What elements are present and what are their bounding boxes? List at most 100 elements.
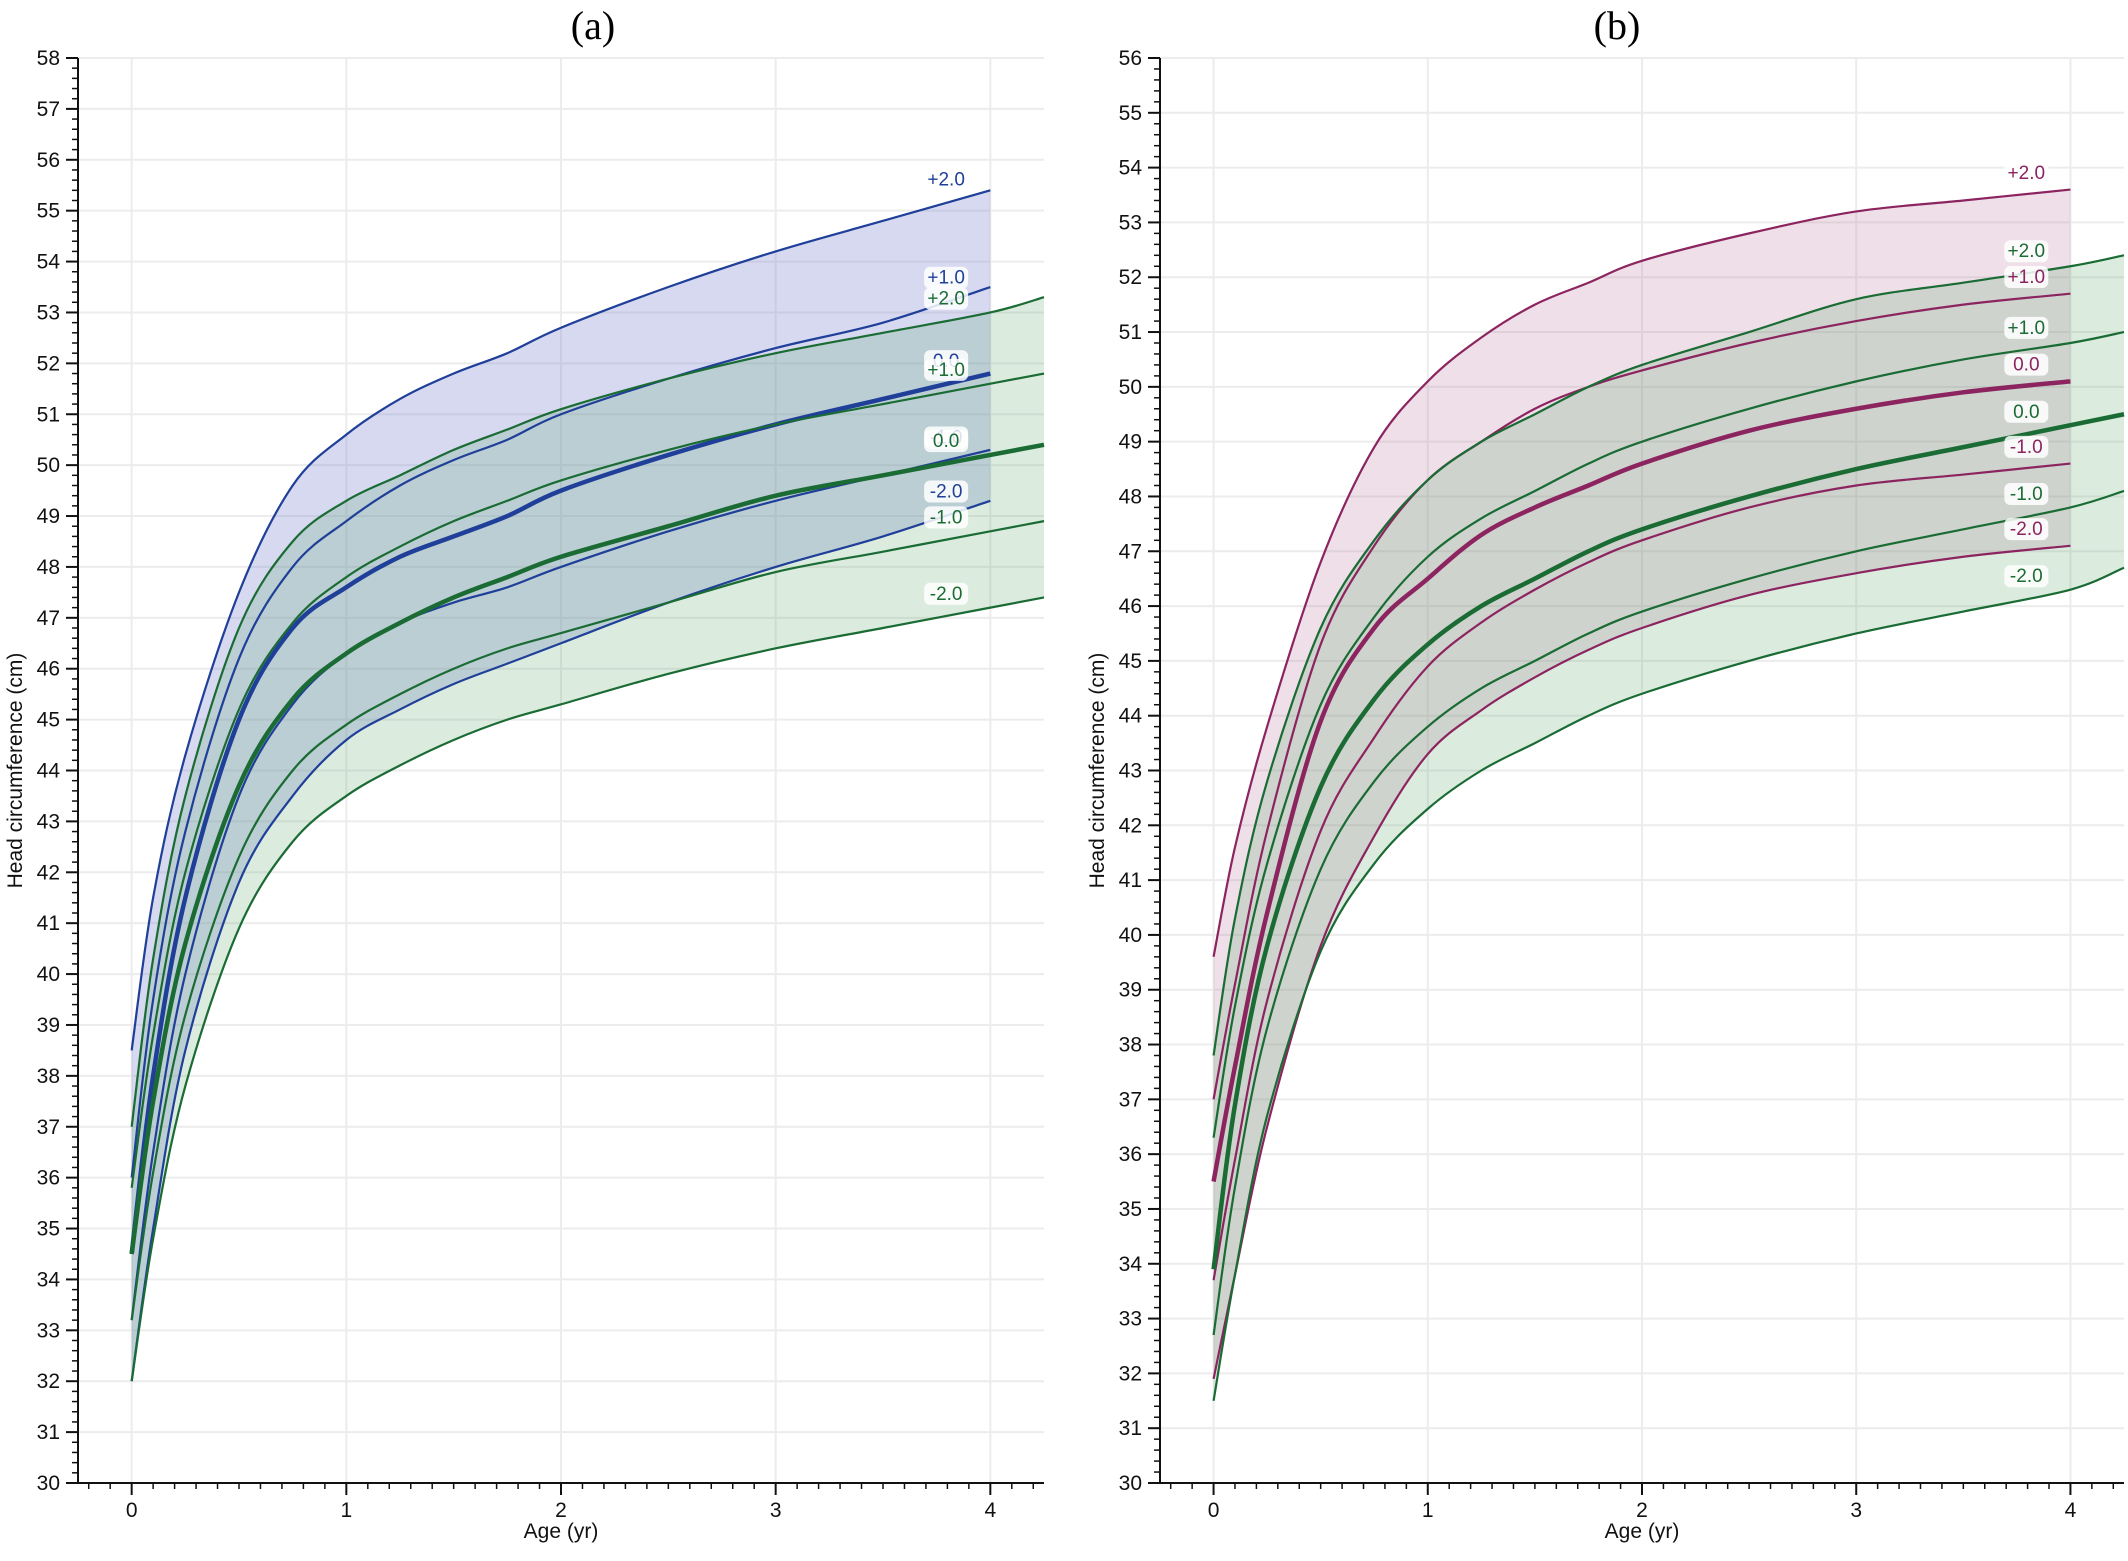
y-tick-label: 42 — [1119, 814, 1142, 837]
y-tick-label: 58 — [37, 47, 60, 70]
y-tick-label: 48 — [1119, 485, 1142, 508]
y-tick-label: 45 — [37, 709, 60, 732]
y-tick-label: 53 — [1119, 211, 1142, 234]
curve-label-text: +2.0 — [2008, 241, 2046, 262]
confidence-band-reference — [1213, 189, 2071, 1379]
curve-label-background — [2004, 483, 2049, 505]
y-tick-label: 44 — [1119, 705, 1143, 728]
curve-label-background — [2004, 265, 2049, 288]
curve-label-background — [924, 582, 969, 605]
curve-green-0_0 — [1211, 412, 2125, 1270]
curve-label: -1.0 — [2004, 483, 2049, 505]
y-tick-label: 39 — [1119, 979, 1142, 1002]
y-tick-label: 56 — [37, 149, 60, 172]
y-tick-label: 56 — [1119, 47, 1142, 70]
curve-reference-+1_0 — [130, 285, 991, 1178]
curve-label-background — [2004, 435, 2049, 458]
y-tick-label: 40 — [37, 963, 60, 986]
curve-green-+1_0 — [1212, 330, 2125, 1138]
y-tick-label: 31 — [37, 1421, 60, 1444]
y-tick-label: 54 — [1119, 157, 1143, 180]
panel-a-title: (a) — [570, 3, 616, 48]
y-tick-label: 55 — [1119, 102, 1142, 125]
curve-label-text: +1.0 — [927, 268, 965, 289]
curve-label-background — [924, 266, 969, 289]
y-tick-label: 43 — [1119, 760, 1142, 783]
y-tick-label: 57 — [37, 98, 60, 121]
y-tick-label: 54 — [37, 251, 61, 274]
curve-label: -1.0 — [924, 506, 969, 529]
x-tick-label: 1 — [340, 1499, 352, 1522]
x-tick-label: 3 — [770, 1499, 782, 1522]
y-tick-label: 47 — [1119, 540, 1142, 563]
curve-label-text: +2.0 — [927, 289, 965, 310]
x-axis-title: Age (yr) — [1605, 1520, 1680, 1543]
curve-label-background — [924, 506, 969, 529]
x-tick-label: 0 — [126, 1499, 138, 1522]
y-tick-label: 36 — [37, 1167, 60, 1190]
curve-label: -2.0 — [924, 480, 969, 503]
y-tick-label: 34 — [37, 1268, 61, 1291]
curve-label: +2.0 — [2004, 161, 2049, 184]
y-tick-label: 48 — [37, 556, 60, 579]
curve-label-text: +2.0 — [927, 169, 965, 190]
curve-green-+2_0 — [1212, 254, 2125, 1056]
panel-b-plot: +2.0+1.00.0-1.0-2.0+2.0+1.00.0-1.0-2.030… — [1086, 47, 2125, 1543]
curve-label-background — [2004, 161, 2049, 184]
curve-label: 0.0 — [2004, 353, 2049, 376]
curve-green--1_0 — [1212, 489, 2125, 1336]
y-tick-label: 41 — [37, 912, 60, 935]
y-tick-label: 39 — [37, 1014, 60, 1037]
y-tick-label: 44 — [37, 760, 61, 783]
curve-label-text: -2.0 — [2010, 566, 2043, 587]
y-tick-label: 46 — [37, 658, 60, 681]
curve-label-background — [924, 287, 969, 310]
curve-label: +1.0 — [2004, 316, 2049, 339]
curve-label-text: -2.0 — [2010, 519, 2043, 540]
curve-label-background — [924, 358, 969, 381]
curve-label-background — [924, 480, 969, 503]
y-tick-label: 32 — [37, 1370, 60, 1393]
y-axis-title: Head circumference (cm) — [4, 653, 27, 889]
y-tick-label: 37 — [1119, 1088, 1142, 1111]
curve-label: -2.0 — [2004, 518, 2049, 541]
x-axis-title: Age (yr) — [524, 1520, 599, 1543]
y-tick-label: 50 — [1119, 376, 1142, 399]
curve-label-text: -1.0 — [930, 507, 963, 528]
panel-a-plot: +2.0+1.00.0-1.0-2.0+2.0+1.00.0-1.0-2.030… — [4, 47, 1045, 1543]
curve-label-text: +1.0 — [927, 360, 965, 381]
curve-label: -1.0 — [2004, 435, 2049, 458]
y-tick-label: 51 — [1119, 321, 1142, 344]
curve-label: -2.0 — [924, 582, 969, 605]
curve-label-background — [2004, 565, 2049, 588]
curve-reference-0_0 — [1211, 379, 2071, 1182]
curve-label: +2.0 — [924, 287, 969, 310]
curve-green--1_0 — [130, 520, 1045, 1321]
curve-label: -2.0 — [2004, 565, 2049, 588]
y-tick-label: 32 — [1119, 1362, 1142, 1385]
curve-reference--1_0 — [1212, 462, 2071, 1281]
y-tick-label: 47 — [37, 607, 60, 630]
x-tick-label: 4 — [2065, 1499, 2077, 1522]
curve-label-background — [2004, 353, 2049, 376]
curve-label: +1.0 — [924, 266, 969, 289]
curve-green-+2_0 — [130, 296, 1045, 1127]
curve-label-text: +1.0 — [2008, 318, 2046, 339]
x-tick-label: 0 — [1208, 1499, 1220, 1522]
y-tick-label: 34 — [1119, 1253, 1143, 1276]
curve-reference-+2_0 — [130, 189, 991, 1051]
y-tick-label: 41 — [1119, 869, 1142, 892]
y-tick-label: 38 — [1119, 1034, 1142, 1057]
curve-label-background — [2004, 400, 2049, 423]
y-tick-label: 35 — [37, 1218, 60, 1241]
y-tick-label: 50 — [37, 454, 60, 477]
curve-green--2_0 — [130, 596, 1045, 1382]
y-tick-label: 52 — [1119, 266, 1142, 289]
curve-label: +2.0 — [2004, 240, 2049, 262]
y-tick-label: 36 — [1119, 1143, 1142, 1166]
y-tick-label: 31 — [1119, 1417, 1142, 1440]
confidence-band-green — [131, 297, 1045, 1382]
y-tick-label: 55 — [37, 200, 60, 223]
y-tick-label: 46 — [1119, 595, 1142, 618]
y-tick-label: 30 — [1119, 1472, 1142, 1495]
